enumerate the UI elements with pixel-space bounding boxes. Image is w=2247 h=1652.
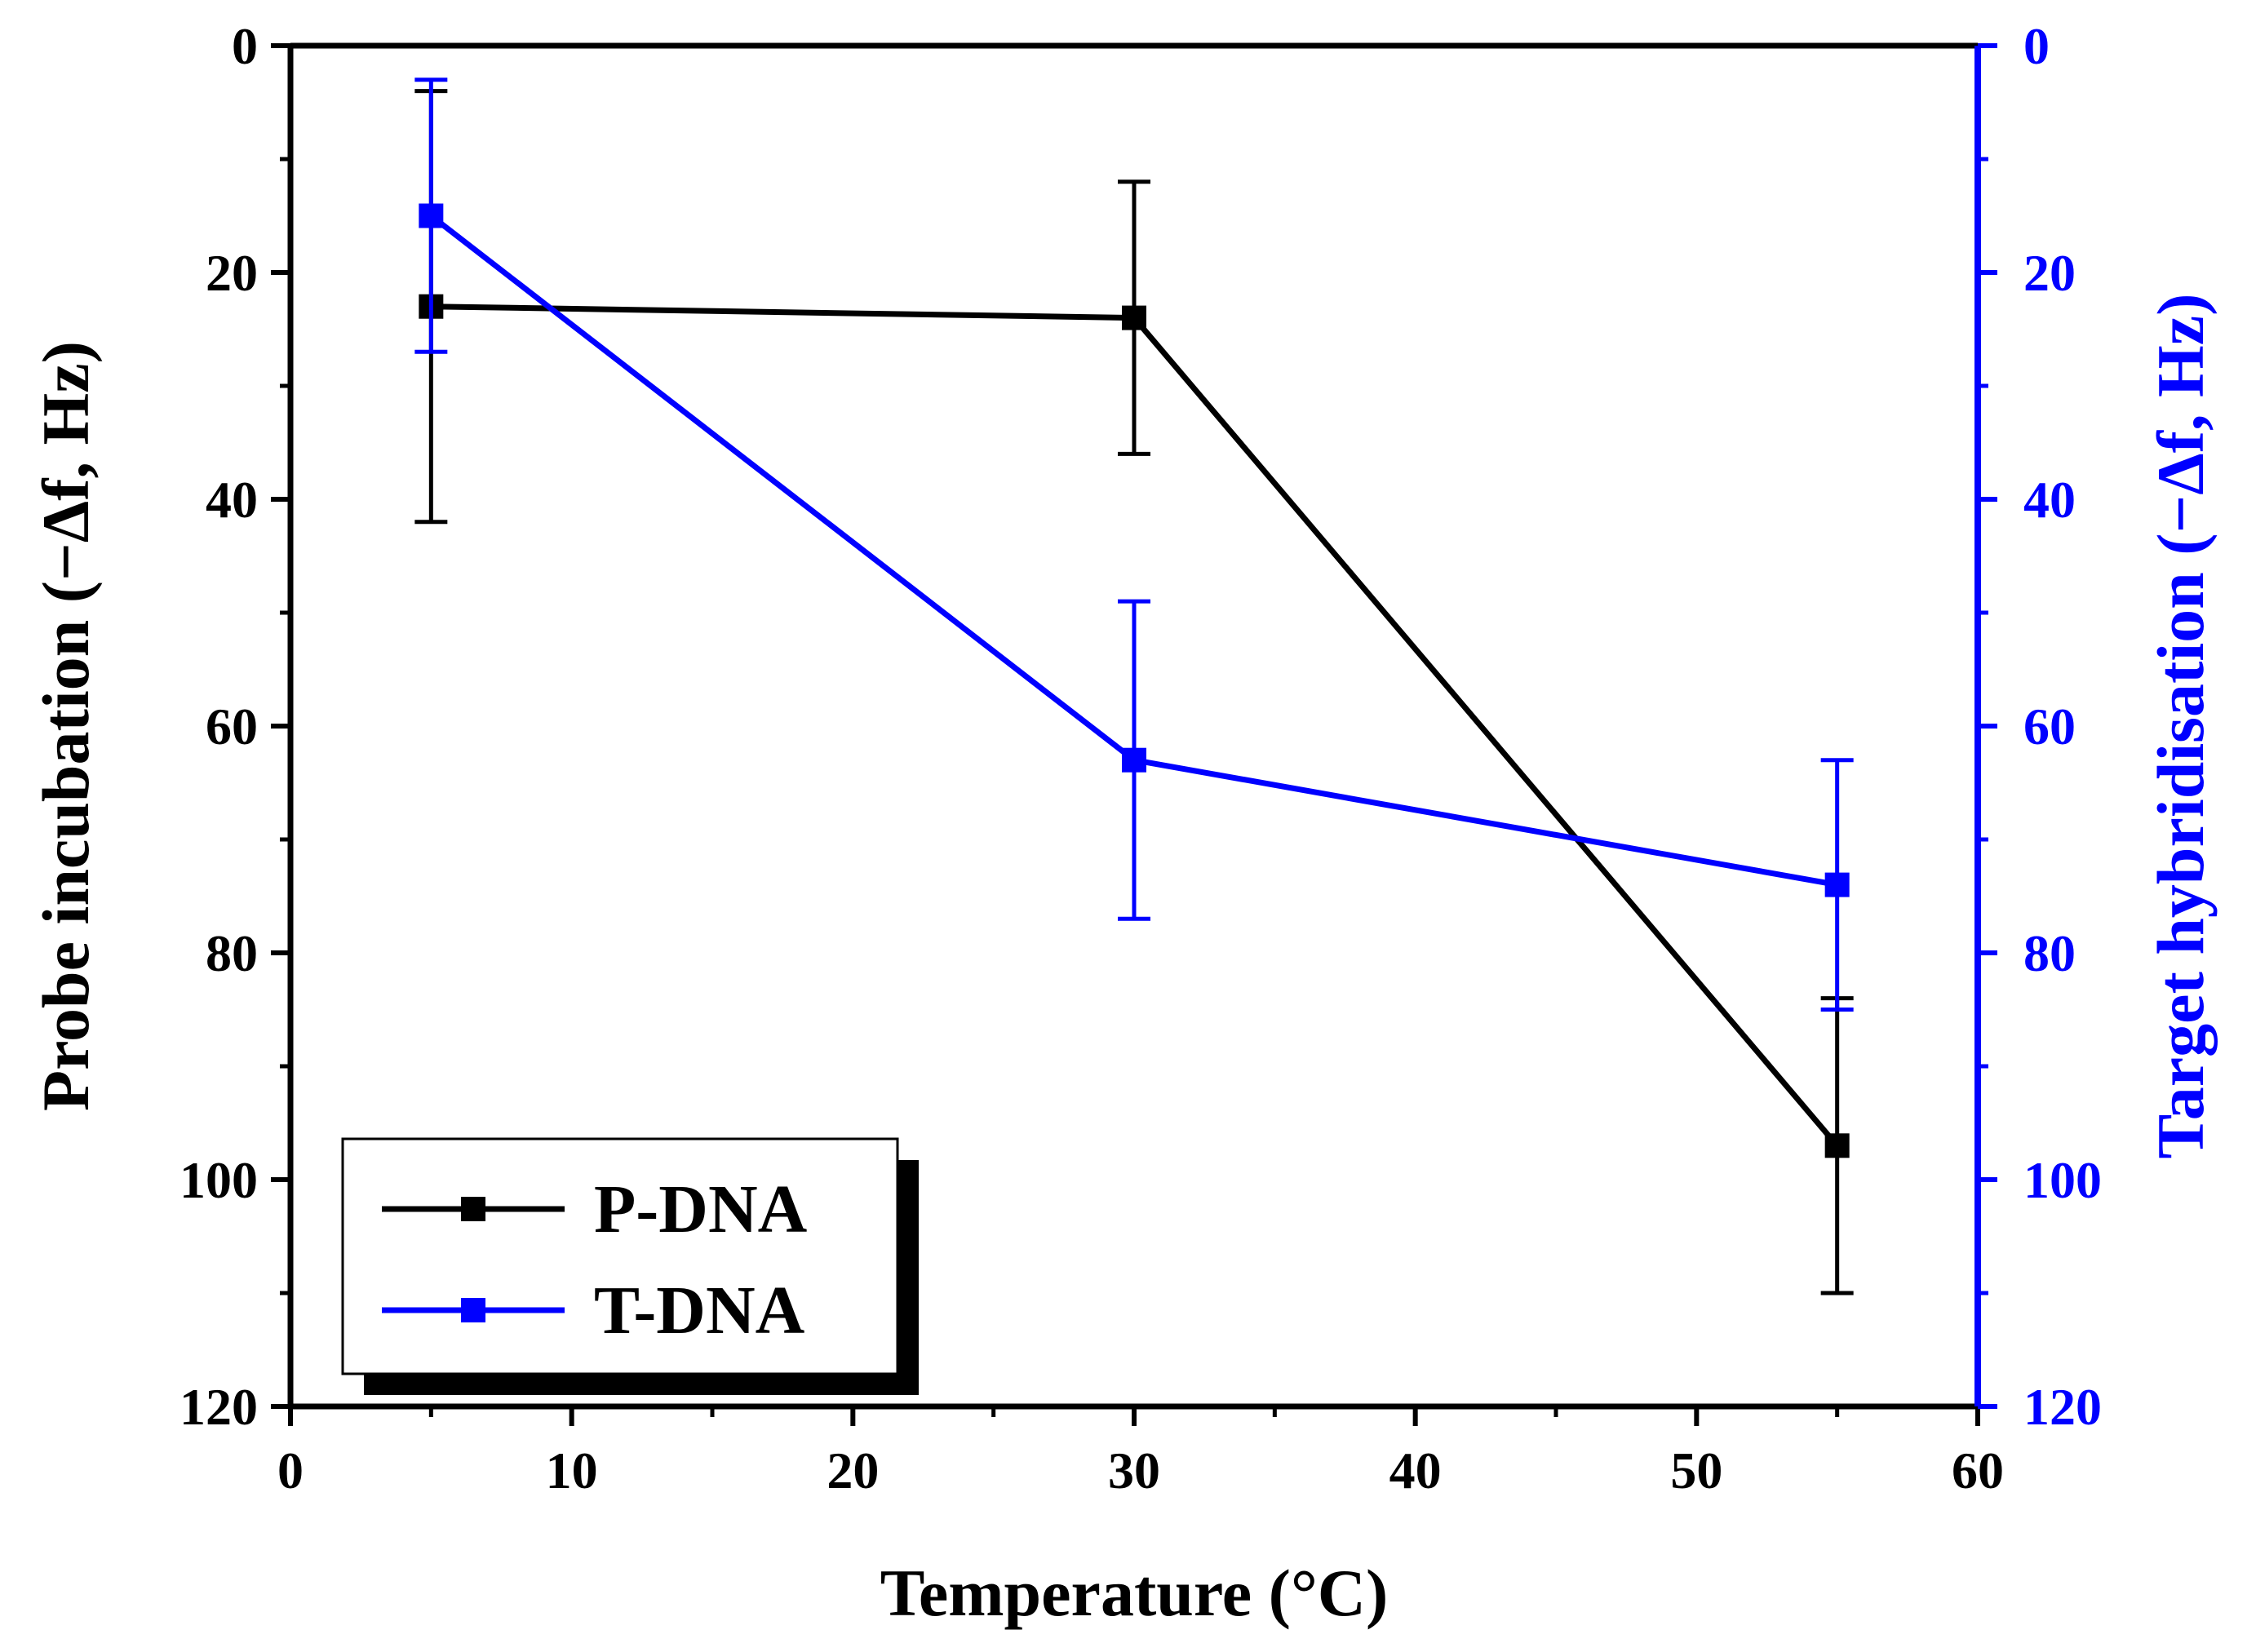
p-dna-point bbox=[1122, 305, 1146, 330]
p-dna-point bbox=[1824, 1133, 1850, 1158]
x-tick-label: 30 bbox=[1108, 1442, 1160, 1499]
y-right-tick-label: 20 bbox=[2023, 244, 2076, 302]
x-tick-label: 50 bbox=[1670, 1442, 1722, 1499]
y-left-tick-label: 60 bbox=[206, 698, 258, 755]
y-left-tick-label: 0 bbox=[232, 17, 258, 75]
t-dna-legend-label: T-DNA bbox=[594, 1273, 805, 1349]
p-dna-legend-label: P-DNA bbox=[594, 1171, 808, 1247]
t-dna-point bbox=[1824, 872, 1850, 897]
y-right-tick-label: 100 bbox=[2023, 1151, 2102, 1209]
y-right-axis-title: Target hybridisation (−Δf, Hz) bbox=[2143, 294, 2218, 1159]
y-left-tick-label: 40 bbox=[206, 471, 258, 529]
legend-box bbox=[341, 1137, 899, 1375]
x-tick-label: 60 bbox=[1952, 1442, 2004, 1499]
y-left-tick-label: 100 bbox=[179, 1151, 258, 1209]
p-dna-legend-marker bbox=[461, 1197, 485, 1221]
y-right-tick-label: 0 bbox=[2023, 17, 2050, 75]
y-right-tick-label: 120 bbox=[2023, 1378, 2102, 1436]
y-right-tick-label: 40 bbox=[2023, 471, 2076, 529]
y-left-tick-label: 120 bbox=[179, 1378, 258, 1436]
x-tick-label: 0 bbox=[277, 1442, 304, 1499]
t-dna-point bbox=[419, 203, 444, 228]
x-axis-title: Temperature (°C) bbox=[880, 1556, 1389, 1630]
y-left-tick-label: 20 bbox=[206, 244, 258, 302]
x-tick-label: 10 bbox=[546, 1442, 598, 1499]
y-left-axis-title: Probe incubation (−Δf, Hz) bbox=[29, 341, 103, 1111]
x-tick-label: 40 bbox=[1389, 1442, 1442, 1499]
t-dna-point bbox=[1122, 747, 1146, 773]
t-dna-legend-marker bbox=[461, 1298, 485, 1322]
x-tick-label: 20 bbox=[827, 1442, 879, 1499]
y-right-tick-label: 80 bbox=[2023, 924, 2076, 982]
y-right-tick-label: 60 bbox=[2023, 698, 2076, 755]
y-left-tick-label: 80 bbox=[206, 924, 258, 982]
